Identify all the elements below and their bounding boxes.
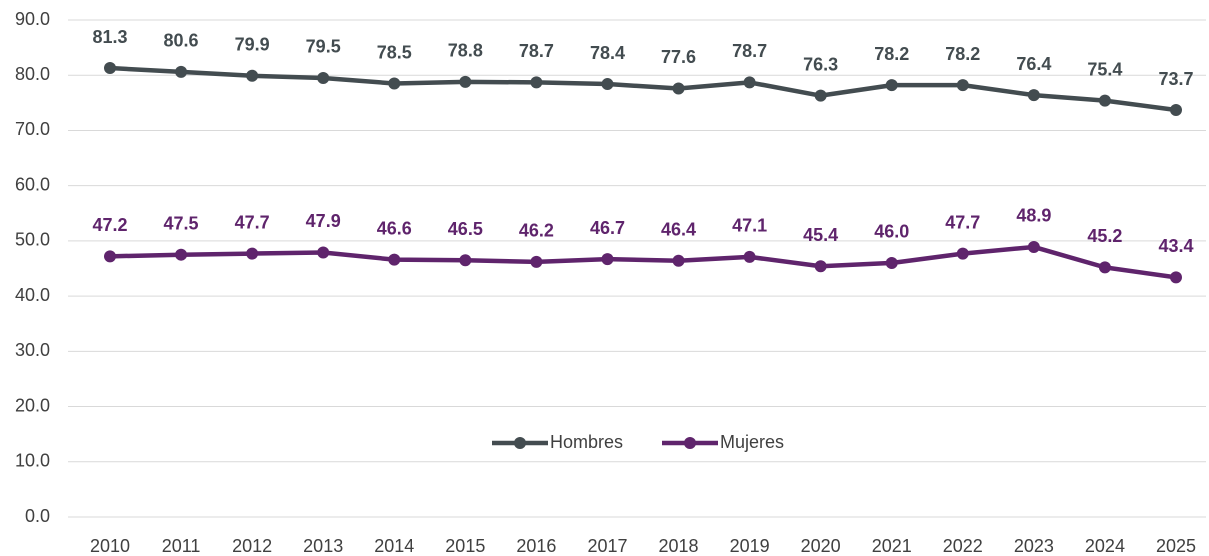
point <box>104 250 116 263</box>
value-label: 75.4 <box>1087 59 1122 79</box>
point <box>1170 104 1182 117</box>
x-tick-label: 2021 <box>872 536 912 556</box>
point <box>246 69 259 82</box>
y-tick-label: 70.0 <box>15 119 50 139</box>
point <box>530 76 543 89</box>
y-tick-label: 40.0 <box>15 285 50 305</box>
y-tick-label: 90.0 <box>15 9 50 29</box>
value-label: 73.7 <box>1158 69 1193 89</box>
legend-label: Hombres <box>550 432 623 452</box>
y-tick-label: 60.0 <box>15 174 50 194</box>
value-label: 46.7 <box>590 218 625 238</box>
point <box>1098 94 1111 107</box>
point <box>885 256 898 269</box>
value-label: 78.7 <box>519 41 554 61</box>
point <box>530 255 543 268</box>
value-label: 81.3 <box>92 27 127 47</box>
value-label: 45.4 <box>803 225 838 245</box>
value-label: 78.2 <box>874 44 909 64</box>
point <box>1027 240 1040 253</box>
point <box>956 247 969 260</box>
y-tick-label: 0.0 <box>25 506 50 526</box>
value-label: 47.7 <box>945 212 980 232</box>
value-label: 47.2 <box>92 215 127 235</box>
point <box>672 254 685 267</box>
value-label: 43.4 <box>1158 236 1193 256</box>
y-tick-label: 20.0 <box>15 395 50 415</box>
point <box>814 260 827 273</box>
point <box>601 253 614 266</box>
point <box>956 79 969 92</box>
value-label: 45.2 <box>1087 226 1122 246</box>
value-label: 46.0 <box>874 222 909 242</box>
point <box>175 248 188 261</box>
x-tick-label: 2022 <box>943 536 983 556</box>
value-label: 47.7 <box>235 212 270 232</box>
point <box>601 78 614 91</box>
x-tick-label: 2019 <box>730 536 770 556</box>
point <box>672 82 685 95</box>
y-tick-label: 10.0 <box>15 451 50 471</box>
x-tick-label: 2014 <box>374 536 414 556</box>
x-tick-label: 2018 <box>659 536 699 556</box>
point <box>885 79 898 92</box>
value-label: 78.8 <box>448 41 483 61</box>
point <box>1170 271 1182 284</box>
value-label: 80.6 <box>164 31 199 51</box>
value-label: 47.1 <box>732 216 767 236</box>
x-tick-label: 2010 <box>90 536 130 556</box>
value-label: 47.9 <box>306 211 341 231</box>
value-label: 46.4 <box>661 220 696 240</box>
value-label: 78.5 <box>377 42 412 62</box>
y-tick-label: 30.0 <box>15 340 50 360</box>
point <box>1027 89 1040 102</box>
series-line <box>109 65 1177 113</box>
point <box>246 247 259 260</box>
point <box>317 71 330 84</box>
value-label: 76.3 <box>803 54 838 74</box>
point <box>317 246 330 259</box>
value-label: 46.6 <box>377 218 412 238</box>
point <box>388 77 401 90</box>
point <box>743 250 756 263</box>
value-label: 76.4 <box>1016 54 1051 74</box>
legend-marker <box>684 437 696 449</box>
x-tick-label: 2011 <box>162 536 201 556</box>
x-tick-label: 2023 <box>1014 536 1054 556</box>
x-tick-label: 2020 <box>801 536 841 556</box>
legend-label: Mujeres <box>720 432 784 452</box>
x-tick-label: 2012 <box>232 536 272 556</box>
point <box>1098 261 1111 274</box>
x-tick-label: 2017 <box>587 536 627 556</box>
value-label: 46.5 <box>448 219 483 239</box>
y-tick-label: 80.0 <box>15 64 50 84</box>
value-label: 79.5 <box>306 37 341 57</box>
value-label: 78.4 <box>590 43 625 63</box>
point <box>104 62 116 75</box>
point <box>814 89 827 102</box>
y-tick-label: 50.0 <box>15 230 50 250</box>
x-tick-label: 2013 <box>303 536 343 556</box>
point <box>459 254 472 267</box>
point <box>388 253 401 266</box>
value-label: 78.7 <box>732 41 767 61</box>
x-tick-label: 2024 <box>1085 536 1125 556</box>
value-label: 46.2 <box>519 221 554 241</box>
series-line <box>109 244 1177 280</box>
value-label: 79.9 <box>235 35 270 55</box>
legend-marker <box>514 437 526 449</box>
value-label: 47.5 <box>164 213 199 233</box>
x-tick-label: 2016 <box>516 536 556 556</box>
x-tick-label: 2025 <box>1156 536 1196 556</box>
x-tick-label: 2015 <box>445 536 485 556</box>
point <box>459 75 472 88</box>
point <box>743 76 756 89</box>
value-label: 77.6 <box>661 47 696 67</box>
value-label: 48.9 <box>1016 206 1051 226</box>
value-label: 78.2 <box>945 44 980 64</box>
point <box>175 65 188 78</box>
